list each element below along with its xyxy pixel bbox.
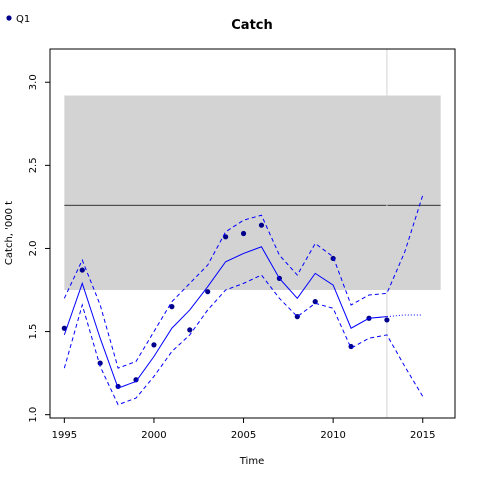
plot-frame <box>49 48 456 419</box>
x-tick-label: 2015 <box>410 430 435 441</box>
x-tick-label: 1995 <box>52 430 77 441</box>
data-point-q1 <box>223 234 229 240</box>
chart-title: Catch <box>231 18 273 33</box>
series-line-solid-1 <box>63 246 387 389</box>
data-point-q1 <box>187 327 193 333</box>
y-tick-label: 2.0 <box>28 241 39 257</box>
data-point-q1 <box>205 289 211 295</box>
y-axis-title: Catch, '000 t <box>4 201 15 265</box>
data-point-q1 <box>312 299 318 305</box>
plot-layer: 1995 2000 2005 2010 2015 1.0 1.5 2.0 2.5 3.0 <box>28 48 456 441</box>
data-point-q1 <box>240 230 247 237</box>
data-point-q1 <box>79 267 85 273</box>
y-tick-label: 1.5 <box>28 324 39 340</box>
legend-marker-q1 <box>6 15 12 21</box>
data-point-q1 <box>61 325 67 331</box>
data-point-q1 <box>133 377 139 383</box>
x-tick-label: 2005 <box>231 430 256 441</box>
y-tick-label: 3.0 <box>28 74 39 90</box>
data-point-q1 <box>97 360 103 366</box>
y-tick-label: 2.5 <box>28 157 39 173</box>
x-axis-title: Time <box>239 456 264 467</box>
data-point-q1 <box>169 304 175 310</box>
series-line-dashed-3 <box>63 274 424 406</box>
data-point-q1 <box>258 222 265 228</box>
data-point-q1 <box>384 317 390 323</box>
shaded-band <box>64 95 441 291</box>
y-tick-label: 1.0 <box>28 407 39 423</box>
x-tick-label: 2000 <box>141 430 166 441</box>
data-point-q1 <box>151 342 157 348</box>
x-tick-label: 2010 <box>320 430 345 441</box>
legend-label-q1: Q1 <box>16 14 30 25</box>
series-line-dashed-2 <box>63 195 424 369</box>
